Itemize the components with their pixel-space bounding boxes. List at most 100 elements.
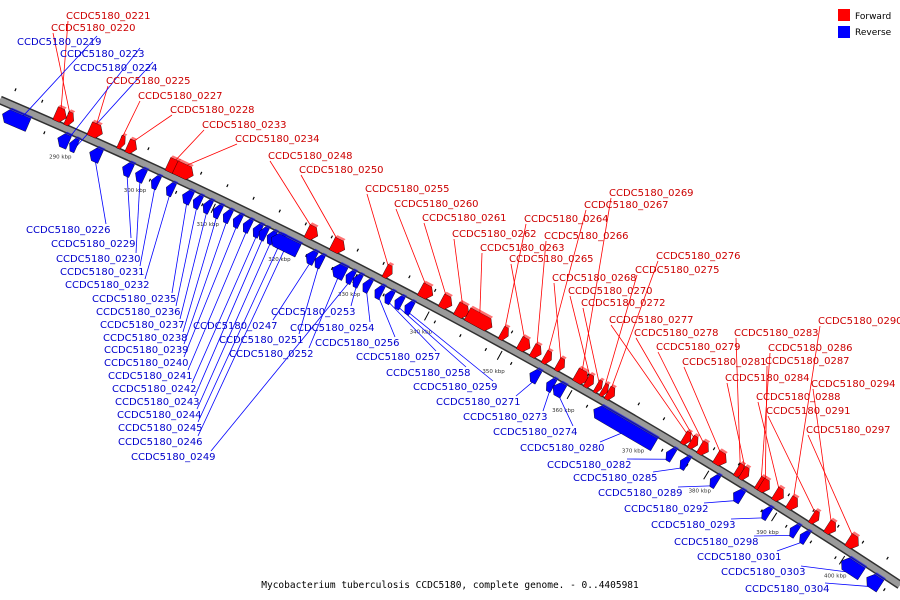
forward-gene-bevel xyxy=(831,517,838,523)
reverse-leader-line xyxy=(144,193,171,280)
reverse-leader-line xyxy=(62,47,141,146)
reverse-leader-line xyxy=(824,582,874,588)
minor-tick xyxy=(43,131,46,135)
forward-leader-line xyxy=(757,401,780,491)
reverse-gene xyxy=(352,273,364,289)
leader-lines xyxy=(14,20,874,588)
scale-tick-label: 370 kbp xyxy=(622,448,645,454)
forward-gene xyxy=(582,373,595,389)
reverse-leader-line xyxy=(599,431,625,443)
reverse-gene-bevel xyxy=(199,193,206,197)
forward-gene-label: CCDC5180_0279 xyxy=(656,342,741,353)
reverse-gene-label: CCDC5180_0239 xyxy=(104,345,189,356)
forward-leader-line xyxy=(807,434,854,538)
forward-gene xyxy=(540,349,552,365)
reverse-leader-line xyxy=(194,238,264,397)
forward-gene-label: CCDC5180_0269 xyxy=(609,188,694,199)
scale-tick-label: 330 kbp xyxy=(338,292,361,298)
reverse-gene-label: CCDC5180_0274 xyxy=(493,427,578,438)
forward-gene xyxy=(553,357,565,373)
reverse-gene xyxy=(733,488,746,505)
reverse-leader-line xyxy=(730,517,766,520)
forward-leader-line xyxy=(453,238,464,307)
backbone-line xyxy=(0,97,900,588)
reverse-gene xyxy=(552,382,568,399)
legend-forward-label: Forward xyxy=(855,12,891,22)
reverse-leader-line xyxy=(557,394,574,427)
reverse-gene xyxy=(529,369,543,385)
forward-gene-label: CCDC5180_0228 xyxy=(170,105,255,116)
reverse-leader-line xyxy=(753,534,794,537)
forward-leader-line xyxy=(366,193,389,268)
forward-gene-bevel xyxy=(687,428,694,434)
minor-tick xyxy=(883,588,886,592)
reverse-gene xyxy=(345,270,357,286)
reverse-leader-line xyxy=(398,306,467,368)
reverse-leader-line xyxy=(197,248,286,437)
forward-gene-label: CCDC5180_0255 xyxy=(365,184,450,195)
reverse-leader-line xyxy=(191,235,258,384)
reverse-gene xyxy=(665,447,678,463)
forward-leader-line xyxy=(635,337,695,439)
reverse-gene-bevel xyxy=(687,454,693,459)
forward-leader-line xyxy=(269,160,313,229)
reverse-gene-bevel xyxy=(172,180,179,185)
reverse-gene-bevel xyxy=(265,224,272,229)
forward-gene-bevel xyxy=(58,104,67,110)
forward-gene-label: CCDC5180_0261 xyxy=(422,213,507,224)
reverse-gene-label: CCDC5180_0256 xyxy=(315,338,400,349)
reverse-gene-bevel xyxy=(229,207,236,212)
reverse-gene xyxy=(593,405,658,452)
forward-leader-line xyxy=(95,85,109,127)
minor-tick xyxy=(201,203,204,207)
reverse-gene xyxy=(679,456,692,471)
reverse-gene-label: CCDC5180_0259 xyxy=(413,382,498,393)
forward-gene-bevel xyxy=(92,119,103,126)
forward-leader-line xyxy=(173,129,205,162)
forward-gene-label: CCDC5180_0225 xyxy=(106,76,191,87)
scale-tick-label: 360 kbp xyxy=(552,408,575,414)
reverse-gene xyxy=(232,213,244,229)
reverse-gene xyxy=(258,226,270,242)
reverse-gene-bevel xyxy=(259,221,266,226)
minor-tick xyxy=(484,347,488,352)
forward-gene xyxy=(737,465,750,481)
forward-gene xyxy=(86,121,103,139)
forward-gene-bevel xyxy=(792,493,800,499)
forward-gene-label: CCDC5180_0265 xyxy=(509,254,594,265)
forward-gene-label: CCDC5180_0276 xyxy=(656,251,741,262)
reverse-gene-label: CCDC5180_0301 xyxy=(697,552,782,563)
forward-leader-line xyxy=(792,325,821,500)
reverse-gene-bevel xyxy=(142,166,150,171)
forward-gene-label: CCDC5180_0294 xyxy=(811,379,896,390)
reverse-gene-label: CCDC5180_0249 xyxy=(131,452,216,463)
reverse-gene-bevel xyxy=(381,283,388,288)
forward-gene-bevel xyxy=(590,372,596,377)
minor-tick xyxy=(861,540,865,544)
reverse-gene-label: CCDC5180_0237 xyxy=(100,320,185,331)
reverse-leader-line xyxy=(182,215,218,333)
minor-tick xyxy=(637,402,641,406)
reverse-gene-bevel xyxy=(359,272,366,276)
reverse-gene-bevel xyxy=(321,252,328,257)
minor-tick xyxy=(836,524,840,528)
reverse-gene-label: CCDC5180_0252 xyxy=(229,349,314,360)
forward-gene-bevel xyxy=(852,531,861,538)
minor-tick xyxy=(809,540,813,544)
reverse-gene-label: CCDC5180_0223 xyxy=(60,49,145,60)
scale-tick-label: 340 kbp xyxy=(410,330,433,336)
reverse-leader-line xyxy=(72,61,154,151)
forward-gene-bevel xyxy=(178,158,194,168)
reverse-leader-line xyxy=(272,261,311,321)
reverse-gene xyxy=(69,138,80,154)
reverse-gene-label: CCDC5180_0240 xyxy=(104,358,189,369)
reverse-gene-bevel xyxy=(849,555,868,569)
forward-leader-line xyxy=(610,324,688,435)
minor-tick xyxy=(760,509,763,513)
forward-gene-label: CCDC5180_0290 xyxy=(818,316,900,327)
forward-gene-label: CCDC5180_0286 xyxy=(768,343,853,354)
scale-tick-label: 350 kbp xyxy=(482,369,505,375)
reverse-gene-bevel xyxy=(560,380,569,386)
minor-tick xyxy=(459,334,462,338)
